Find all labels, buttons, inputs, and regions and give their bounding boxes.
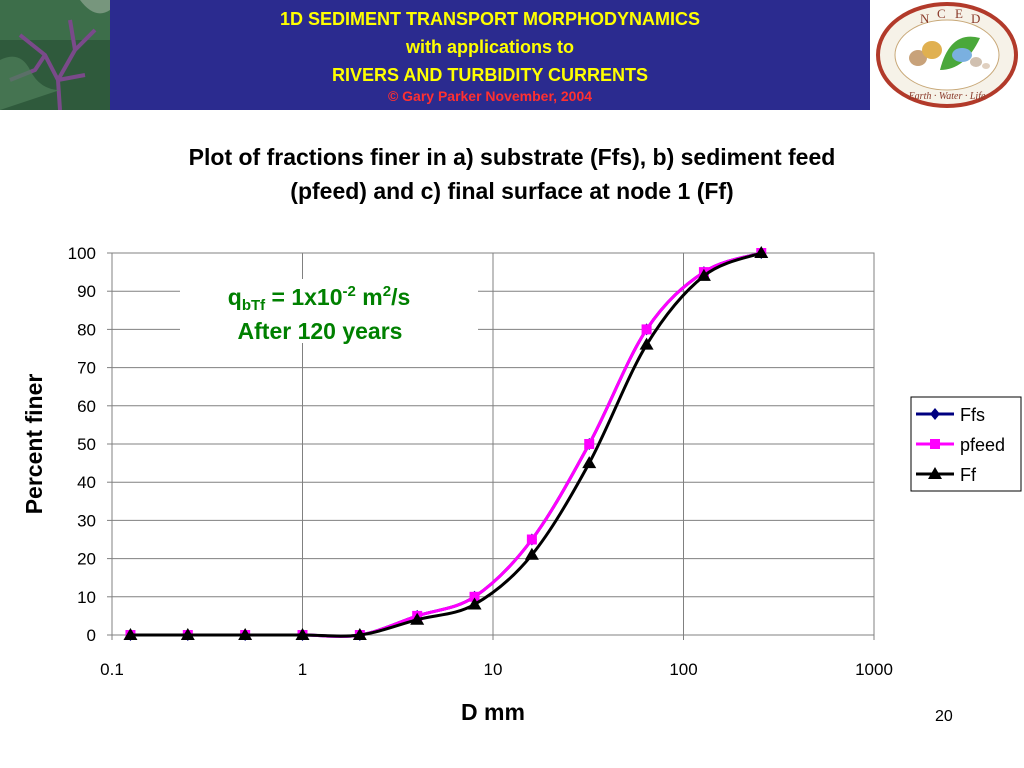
x-tick-label: 10 <box>484 660 503 679</box>
banner-title-line-1: 1D SEDIMENT TRANSPORT MORPHODYNAMICS <box>279 9 701 29</box>
y-tick-label: 100 <box>68 244 96 263</box>
y-tick-label: 20 <box>77 550 96 569</box>
legend-label: pfeed <box>960 435 1005 455</box>
annotation-flow-rate: qbTf = 1x10-2 m2/s <box>228 283 411 314</box>
data-point <box>524 547 539 560</box>
annotation-duration: After 120 years <box>238 318 403 344</box>
x-tick-label: 0.1 <box>100 660 124 679</box>
slide-banner: 1D SEDIMENT TRANSPORT MORPHODYNAMICS wit… <box>0 0 1024 110</box>
y-tick-label: 0 <box>87 626 96 645</box>
logo-letter-c: C <box>937 6 946 21</box>
nced-logo: N C E D Earth · Water · Life <box>870 0 1024 110</box>
data-point <box>467 597 482 610</box>
q-subscript: bTf <box>242 297 266 314</box>
slide-title-line-1: Plot of fractions finer in a) substrate … <box>188 144 836 170</box>
y-tick-label: 40 <box>77 473 96 492</box>
legend-label: Ffs <box>960 405 985 425</box>
y-tick-labels: 0 10 20 30 40 50 60 70 80 90 100 <box>68 244 96 645</box>
q-unit-exponent: 2 <box>383 283 391 300</box>
q-symbol: q <box>228 284 242 310</box>
data-point <box>582 456 597 469</box>
series-layer <box>123 246 769 641</box>
data-point <box>410 612 425 625</box>
legend-swatch-marker <box>930 408 940 420</box>
y-tick-label: 50 <box>77 435 96 454</box>
y-tick-label: 60 <box>77 397 96 416</box>
y-tick-label: 80 <box>77 320 96 339</box>
y-axis-title: Percent finer <box>21 374 47 515</box>
legend-item-pfeed: pfeed <box>916 435 1005 455</box>
q-equals: = 1x10 <box>265 284 342 310</box>
data-point <box>123 628 138 640</box>
q-unit: m <box>356 284 383 310</box>
data-point <box>584 439 595 449</box>
delta-satellite-image <box>0 0 110 110</box>
data-point <box>238 628 253 640</box>
y-tick-label: 10 <box>77 588 96 607</box>
banner-copyright: © Gary Parker November, 2004 <box>387 88 593 104</box>
legend-label: Ff <box>960 465 977 485</box>
banner-title-area: 1D SEDIMENT TRANSPORT MORPHODYNAMICS wit… <box>110 0 870 110</box>
x-tick-label: 1 <box>298 660 307 679</box>
data-point <box>469 591 480 602</box>
y-tick-label: 90 <box>77 282 96 301</box>
banner-title-line-2: with applications to <box>405 37 574 57</box>
q-unit-tail: /s <box>391 284 410 310</box>
y-tick-label: 30 <box>77 511 96 530</box>
annotation-box <box>180 279 478 343</box>
legend: Ffs pfeed Ff <box>916 405 1005 485</box>
series-ff <box>123 246 769 640</box>
slide-title: Plot of fractions finer in a) substrate … <box>60 140 964 208</box>
x-axis-title: D mm <box>461 699 525 725</box>
nced-logo-mark: N C E D Earth · Water · Life <box>876 2 1018 108</box>
legend-swatch-marker <box>928 467 942 479</box>
legend-item-ff: Ff <box>916 465 977 485</box>
slide-number: 20 <box>935 708 953 725</box>
x-tick-label: 100 <box>669 660 697 679</box>
data-point <box>754 246 769 258</box>
legend-swatch-marker <box>930 439 940 449</box>
data-point <box>696 268 711 281</box>
slide-title-line-2: (pfeed) and c) final surface at node 1 (… <box>290 178 734 204</box>
data-point <box>526 534 537 545</box>
logo-letter-e: E <box>955 6 963 21</box>
x-tick-label: 1000 <box>855 660 893 679</box>
y-tick-label: 70 <box>77 359 96 378</box>
logo-motto: Earth · Water · Life <box>908 91 986 102</box>
data-point <box>295 628 310 640</box>
data-point <box>352 628 367 640</box>
data-point <box>641 324 652 335</box>
data-point <box>180 628 195 640</box>
x-tick-labels: 0.1 1 10 100 1000 <box>100 660 893 679</box>
satellite-picture <box>0 0 110 110</box>
q-exponent: -2 <box>343 283 356 300</box>
banner-title-line-3: RIVERS AND TURBIDITY CURRENTS <box>331 65 649 85</box>
logo-letter-d: D <box>971 11 980 26</box>
data-point <box>639 337 654 350</box>
legend-item-ffs: Ffs <box>916 405 985 425</box>
logo-letter-n: N <box>920 11 930 26</box>
